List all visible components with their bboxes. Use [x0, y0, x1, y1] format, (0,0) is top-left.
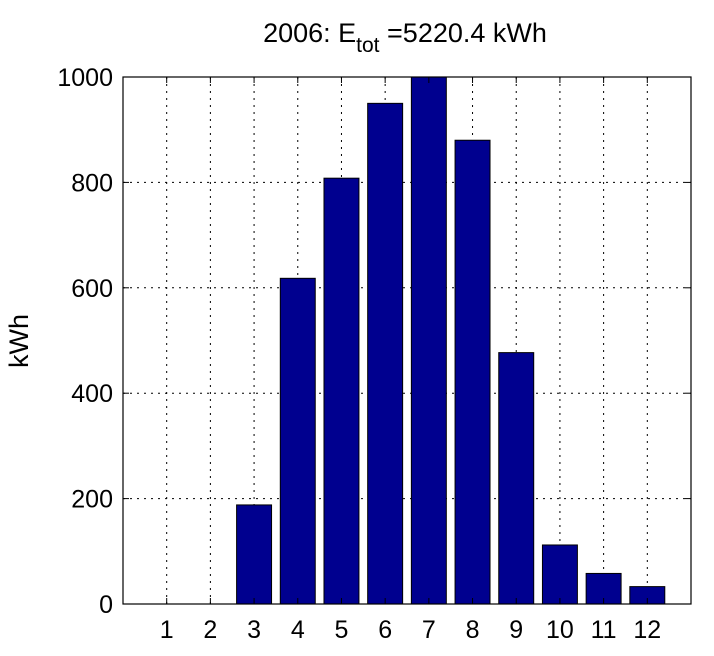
x-tick-label-6: 6 — [378, 616, 392, 644]
x-tick-label-11: 11 — [591, 616, 617, 644]
bar-3 — [236, 504, 273, 605]
y-tick-label-0: 0 — [99, 591, 113, 619]
bar-4 — [279, 277, 316, 605]
bar-10 — [541, 544, 578, 605]
x-tick-label-9: 9 — [509, 616, 523, 644]
x-tick-label-1: 1 — [160, 616, 174, 644]
bar-7 — [410, 76, 447, 605]
x-tick-label-10: 10 — [546, 616, 574, 644]
plot-frame — [122, 76, 692, 605]
x-tick-label-5: 5 — [335, 616, 349, 644]
x-tick-label-3: 3 — [247, 616, 261, 644]
x-tick-label-7: 7 — [422, 616, 436, 644]
y-tick-label-600: 600 — [71, 275, 113, 303]
x-tick-label-8: 8 — [466, 616, 480, 644]
x-tick-label-2: 2 — [203, 616, 217, 644]
bar-9 — [498, 352, 535, 605]
bar-5 — [323, 177, 360, 605]
y-axis-label: kWh — [4, 314, 34, 368]
bar-6 — [367, 102, 404, 605]
y-tick-label-800: 800 — [71, 169, 113, 197]
title-suffix: =5220.4 kWh — [380, 18, 547, 48]
y-tick-label-200: 200 — [71, 486, 113, 514]
title-prefix: 2006: E — [263, 18, 356, 48]
grid-lines — [123, 77, 691, 604]
bar-8 — [454, 139, 491, 605]
x-tick-label-12: 12 — [633, 616, 661, 644]
chart-title: 2006: Etot =5220.4 kWh — [263, 18, 547, 57]
x-tick-label-4: 4 — [291, 616, 305, 644]
bars — [236, 76, 666, 605]
y-tick-label-1000: 1000 — [57, 64, 113, 92]
y-tick-label-400: 400 — [71, 380, 113, 408]
title-subscript: tot — [356, 34, 380, 57]
